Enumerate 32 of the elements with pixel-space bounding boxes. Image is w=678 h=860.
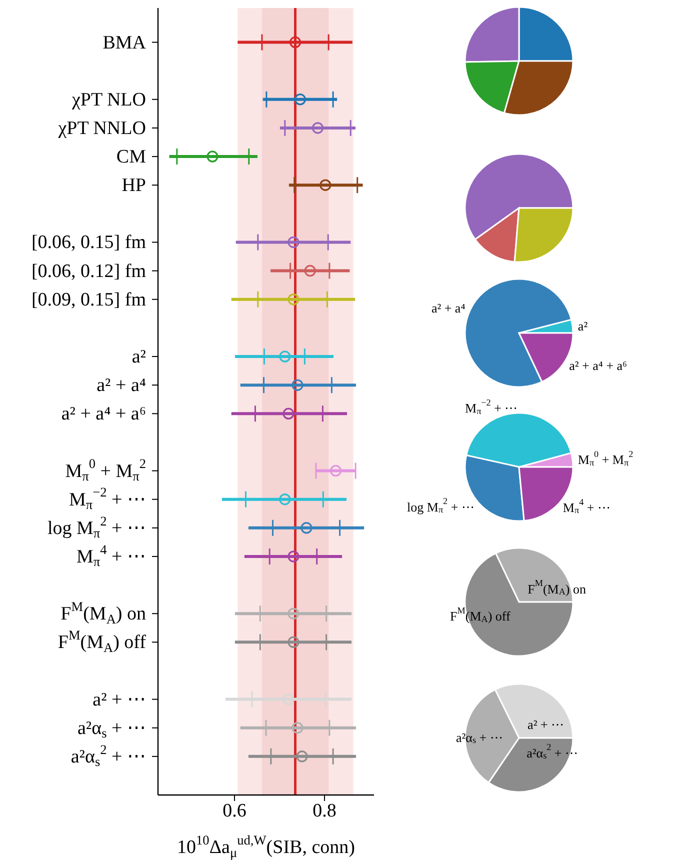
y-tick-label: [0.06, 0.15] fm — [31, 232, 146, 253]
y-tick-label: log M$_{π}$$^{2}$ + ⋯ — [47, 512, 146, 540]
slice-label: a²α$_{s}$ + ⋯ — [456, 729, 503, 746]
slice-label: M$_{π}$$^{−2}$ + ⋯ — [465, 397, 518, 416]
y-tick-label: a² + a⁴ + a⁶ — [61, 403, 146, 424]
y-tick-label: a² + ⋯ — [92, 688, 146, 710]
y-tick-label: χPT NNLO — [57, 117, 146, 138]
y-tick-label: M$_{π}$$^{−2}$ + ⋯ — [69, 484, 146, 512]
slice-label: F$^{M}$(M$_{A}$) on — [528, 578, 587, 597]
y-tick-label: [0.06, 0.12] fm — [31, 260, 146, 282]
slice-label: a² + ⋯ — [528, 716, 564, 732]
y-tick-label: CM — [116, 146, 146, 168]
x-axis-title: 10$^{10}$Δa$_{μ}$$^{ud,W}$(SIB, conn) — [177, 832, 355, 860]
y-tick-label: a² + a⁴ — [96, 374, 146, 396]
slice-label: a² + a⁴ + a⁶ — [569, 357, 628, 372]
y-tick-label: HP — [122, 174, 146, 196]
slice-label: log M$_{π}$$^{2}$ + ⋯ — [407, 496, 474, 515]
y-tick-label: a²α$_{s}$ + ⋯ — [78, 717, 146, 740]
y-tick-label: a² — [132, 346, 146, 368]
slice-label: a² — [578, 318, 588, 334]
y-tick-label: F$^{M}$(M$_{A}$) off — [58, 627, 147, 654]
y-tick-label: BMA — [102, 32, 146, 53]
slice-label: a² + a⁴ — [431, 300, 466, 316]
y-tick-label: [0.09, 0.15] fm — [31, 288, 146, 310]
x-tick-label: 0.6 — [222, 800, 246, 822]
slice-label: M$_{π}$$^{4}$ + ⋯ — [562, 496, 610, 516]
x-tick-label: 0.8 — [312, 800, 336, 822]
y-tick-label: M$_{π}$$^{4}$ + ⋯ — [76, 541, 146, 569]
y-tick-label: F$^{M}$(M$_{A}$) on — [60, 598, 146, 626]
slice-label: a²α$_{s}$$^{2}$ + ⋯ — [526, 742, 578, 761]
y-tick-label: a²α$_{s}$$^{2}$ + ⋯ — [70, 741, 146, 769]
y-tick-label: χPT NLO — [70, 88, 146, 110]
